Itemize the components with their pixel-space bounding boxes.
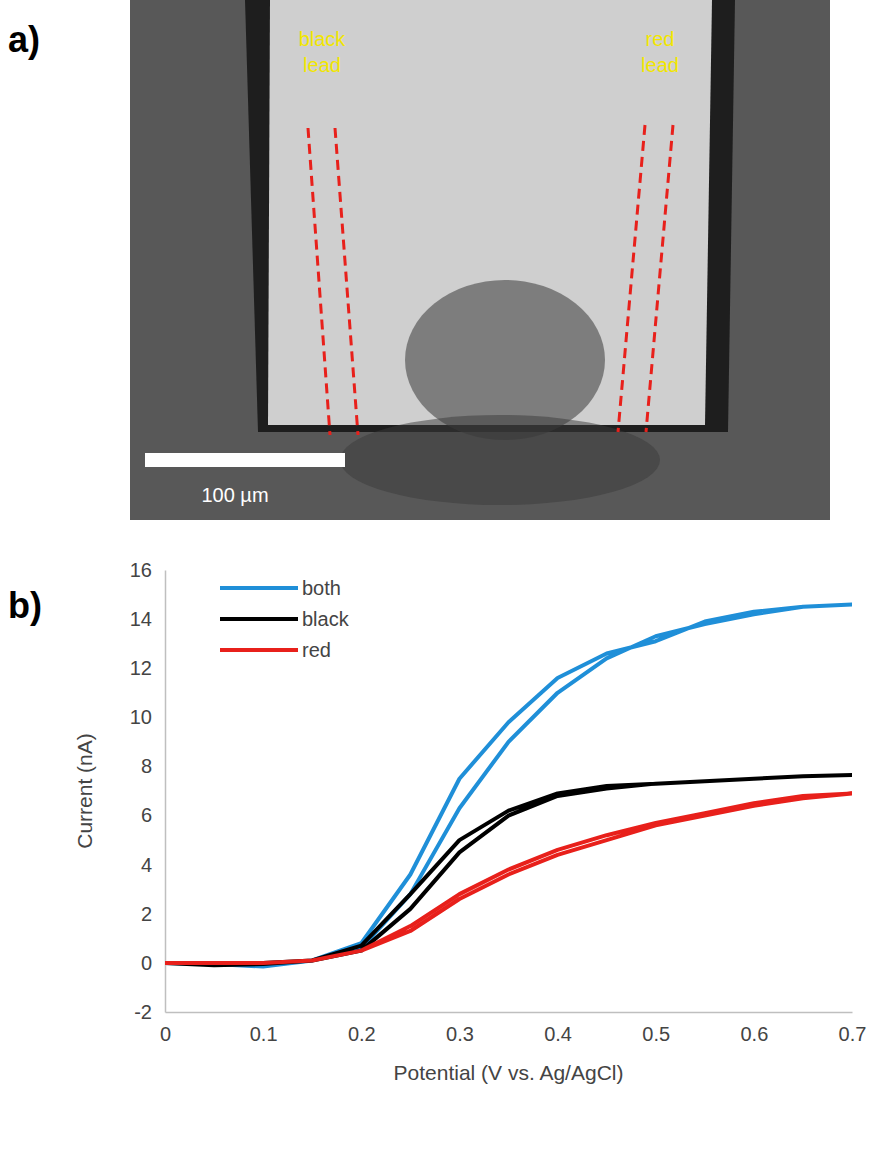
x-tick: 0.5 xyxy=(642,1012,670,1045)
y-axis-title: Current (nA) xyxy=(73,733,96,849)
y-tick-label: -2 xyxy=(134,1001,152,1023)
panel-a: blacklead redlead 100 µm xyxy=(130,0,830,520)
y-tick-label: 10 xyxy=(130,706,152,728)
plot-lines xyxy=(165,604,852,966)
scale-bar xyxy=(145,453,345,467)
lead-outline xyxy=(308,128,330,435)
x-tick-label: 0.5 xyxy=(642,1023,670,1045)
lead-label: blacklead xyxy=(299,28,347,76)
y-axis-line xyxy=(165,571,167,1013)
lead-label: redlead xyxy=(641,28,679,76)
x-axis-title: Potential (V vs. Ag/AgCl) xyxy=(394,1061,624,1084)
y-tick-label: 2 xyxy=(141,903,152,925)
x-tick: 0 xyxy=(160,1012,171,1045)
x-tick: 0.2 xyxy=(348,1012,376,1045)
y-tick: 14 xyxy=(130,608,165,630)
y-tick: -2 xyxy=(134,1001,165,1023)
series-line xyxy=(165,793,852,962)
x-tick-label: 0.6 xyxy=(740,1023,768,1045)
lead-outline xyxy=(646,125,673,432)
x-tick-label: 0 xyxy=(160,1023,171,1045)
y-tick-label: 12 xyxy=(130,657,152,679)
legend-label: black xyxy=(302,608,350,630)
y-tick-label: 14 xyxy=(130,608,152,630)
legend-label: red xyxy=(302,639,331,661)
y-tick-label: 8 xyxy=(141,755,152,777)
y-tick-label: 0 xyxy=(141,952,152,974)
legend-swatch xyxy=(220,617,298,621)
lead-outline xyxy=(618,125,645,432)
y-tick: 8 xyxy=(141,755,165,777)
y-tick: 10 xyxy=(130,706,165,728)
series-line xyxy=(165,775,852,965)
x-tick-label: 0.4 xyxy=(544,1023,572,1045)
y-tick: 16 xyxy=(130,559,165,581)
y-tick: 0 xyxy=(141,952,165,974)
image-background xyxy=(130,0,830,520)
legend-swatch xyxy=(220,586,298,590)
legend-swatch xyxy=(220,648,298,652)
x-tick-label: 0.2 xyxy=(348,1023,376,1045)
lead-outline xyxy=(335,128,358,435)
x-tick: 0.4 xyxy=(544,1012,572,1045)
x-axis: 0 0.1 0.2 0.3 0.4 0.5 0.6 0.7 xyxy=(160,1012,866,1045)
x-tick: 0.6 xyxy=(740,1012,768,1045)
shadow xyxy=(340,415,660,505)
y-tick: 2 xyxy=(141,903,165,925)
legend: both black red xyxy=(220,577,350,661)
x-tick-label: 0.3 xyxy=(446,1023,474,1045)
scale-bar-label: 100 µm xyxy=(201,484,268,506)
figure: blackleadredlead100 µma)b)00.10.20.30.40… xyxy=(0,0,881,1156)
x-tick: 0.1 xyxy=(250,1012,278,1045)
x-tick: 0.7 xyxy=(839,1012,867,1045)
x-axis-line xyxy=(166,1012,853,1014)
x-tick: 0.3 xyxy=(446,1012,474,1045)
series-line xyxy=(165,604,852,966)
x-tick-label: 0.7 xyxy=(839,1023,867,1045)
y-tick-label: 16 xyxy=(130,559,152,581)
y-tick: 4 xyxy=(141,854,165,876)
y-tick: 6 xyxy=(141,804,165,826)
panel-letter: a) xyxy=(8,19,40,60)
legend-label: both xyxy=(302,577,341,599)
y-tick: 12 xyxy=(130,657,165,679)
y-axis: -2 0 2 4 6 8 10 12 14 16 xyxy=(130,559,166,1023)
panel-letter: b) xyxy=(8,585,42,626)
y-tick-label: 4 xyxy=(141,854,152,876)
x-tick-label: 0.1 xyxy=(250,1023,278,1045)
y-tick-label: 6 xyxy=(141,804,152,826)
